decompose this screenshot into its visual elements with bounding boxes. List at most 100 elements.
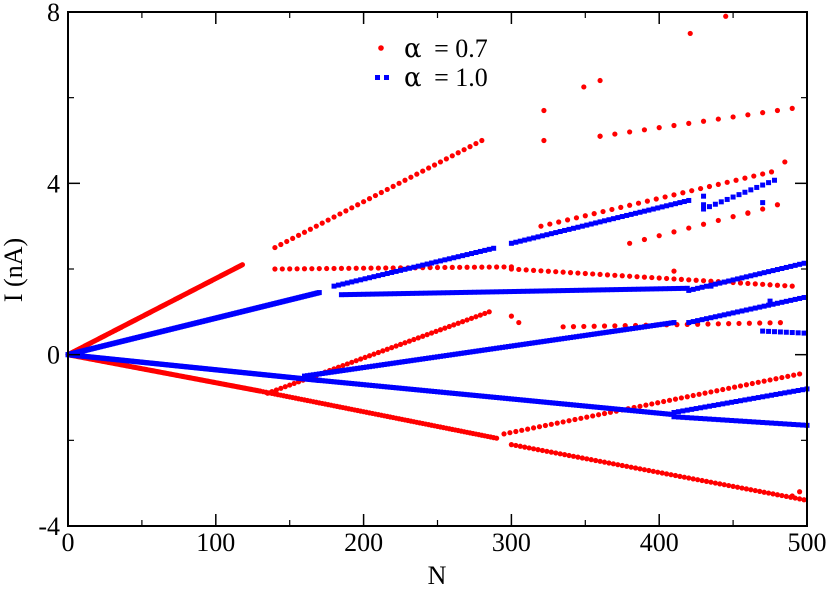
- data-point: [764, 420, 770, 426]
- data-point: [401, 291, 407, 297]
- data-point: [628, 211, 634, 217]
- data-point: [749, 380, 755, 387]
- data-point: [765, 490, 772, 496]
- data-point: [420, 333, 426, 339]
- data-point: [597, 330, 603, 336]
- data-point: [340, 362, 346, 369]
- data-point: [384, 346, 390, 352]
- data-point: [486, 309, 492, 315]
- data-point: [726, 482, 732, 489]
- data-point: [801, 497, 807, 503]
- data-point: [653, 322, 659, 328]
- data-point: [724, 196, 730, 202]
- data-point: [665, 320, 671, 326]
- data-point: [726, 278, 732, 284]
- data-point: [530, 425, 537, 431]
- data-point: [618, 327, 624, 333]
- y-axis-title: I (nA): [0, 238, 28, 302]
- data-point: [393, 268, 399, 274]
- data-point: [700, 118, 707, 124]
- data-point: [319, 220, 325, 226]
- data-point: [417, 387, 423, 393]
- data-point: [797, 295, 803, 301]
- data-point: [621, 407, 627, 413]
- data-point: [556, 400, 562, 406]
- data-point: [544, 232, 550, 238]
- data-point: [437, 258, 443, 264]
- data-point: [743, 486, 750, 492]
- data-point: [721, 279, 727, 285]
- data-point: [789, 330, 795, 336]
- data-point: [715, 402, 721, 408]
- data-point: [269, 388, 275, 395]
- data-point: [638, 324, 644, 330]
- data-point: [500, 344, 506, 350]
- data-point: [746, 396, 752, 402]
- data-point: [420, 356, 426, 362]
- data-point: [700, 221, 707, 227]
- data-point: [340, 380, 346, 386]
- data-point: [693, 415, 699, 421]
- data-point: [690, 392, 696, 399]
- data-point: [494, 345, 500, 351]
- data-point: [505, 344, 511, 350]
- data-point: [675, 414, 681, 420]
- data-point: [338, 265, 345, 271]
- data-point: [745, 210, 751, 216]
- data-point: [517, 342, 523, 348]
- data-point: [726, 385, 732, 391]
- data-point: [697, 185, 704, 192]
- data-point: [542, 422, 548, 429]
- data-point: [344, 280, 350, 286]
- data-point: [788, 263, 794, 269]
- data-point: [451, 322, 457, 328]
- data-point: [381, 362, 387, 368]
- data-point: [684, 407, 690, 413]
- data-point: [597, 271, 603, 278]
- data-point: [665, 411, 671, 417]
- data-point: [432, 389, 438, 395]
- data-point: [486, 264, 492, 270]
- data-point: [752, 281, 758, 287]
- data-point: [287, 382, 293, 388]
- data-point: [627, 129, 633, 135]
- data-point: [272, 266, 278, 272]
- data-point: [701, 206, 707, 212]
- data-point: [367, 364, 373, 370]
- data-point: [733, 418, 739, 424]
- data-point: [362, 276, 368, 282]
- data-point: [539, 447, 546, 454]
- data-point: [414, 387, 420, 393]
- data-point: [488, 394, 494, 400]
- data-point: [452, 351, 458, 357]
- data-point: [517, 397, 523, 403]
- data-point: [513, 428, 519, 435]
- data-point: [782, 159, 788, 165]
- data-point: [390, 360, 396, 366]
- data-point: [647, 323, 653, 329]
- data-point: [641, 274, 648, 280]
- data-point: [585, 403, 591, 409]
- data-point: [328, 379, 334, 385]
- data-point: [752, 487, 758, 494]
- data-point: [582, 403, 588, 409]
- y-tick-label: 0: [47, 341, 60, 370]
- data-point: [628, 464, 634, 470]
- data-point: [748, 187, 754, 193]
- data-point: [671, 192, 677, 198]
- data-point: [768, 169, 775, 175]
- data-point: [791, 421, 797, 427]
- data-point: [637, 403, 643, 409]
- data-point: [544, 338, 550, 344]
- data-point: [706, 403, 712, 409]
- data-point: [788, 297, 794, 303]
- data-point: [737, 280, 744, 286]
- data-point: [659, 470, 665, 476]
- data-point: [387, 291, 393, 297]
- data-point: [680, 190, 686, 196]
- data-point: [310, 372, 316, 378]
- data-point: [782, 390, 788, 396]
- data-point: [405, 290, 411, 296]
- data-point: [429, 388, 435, 394]
